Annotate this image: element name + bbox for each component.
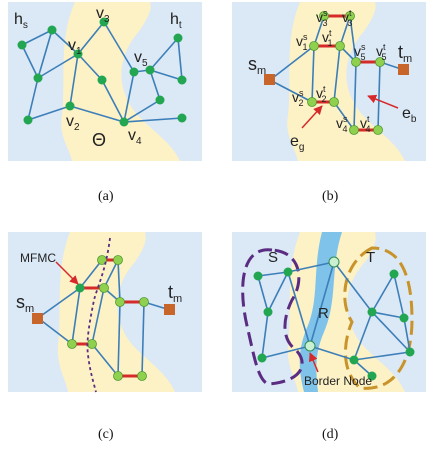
arrow-border-node	[308, 352, 319, 373]
mfmc-cut-line	[86, 237, 111, 393]
label-v1t: vt 1	[322, 28, 333, 48]
label-sm-c: sm	[16, 292, 34, 315]
label-v4: v4	[128, 127, 142, 147]
caption-b: (b)	[322, 189, 339, 204]
label-v3s: vs 3	[316, 8, 328, 28]
panel-a-edges	[21, 21, 183, 123]
panel-b: sm tm vs 3 vt 3 vs 1 vt 1 vs 5 vt 5 vs 2 vt 2 vs…	[232, 2, 426, 204]
caption-d: (d)	[322, 427, 339, 442]
partition-s	[241, 248, 304, 386]
label-theta: Θ	[92, 130, 106, 150]
label-t: T	[366, 249, 375, 266]
label-tm-b: tm	[398, 42, 412, 65]
partition-t	[343, 246, 414, 390]
label-border-node: Border Node	[304, 374, 372, 388]
caption-c: (c)	[98, 427, 114, 442]
terminal-sm-c	[32, 313, 43, 324]
panel-a-nodes	[17, 17, 187, 127]
terminal-tm-b	[398, 64, 409, 75]
label-v5t: vt 5	[376, 42, 387, 62]
panel-b-split-nodes	[307, 11, 385, 135]
label-v5: v5	[134, 49, 148, 69]
label-v3: v3	[96, 5, 110, 25]
panel-c-node	[75, 283, 85, 293]
label-v2s: vs 2	[292, 88, 304, 108]
label-v4t: vt 4	[360, 114, 371, 134]
panel-c: MFMC sm tm (c)	[8, 232, 202, 442]
arrow-eg	[301, 105, 323, 129]
terminal-sm-b	[264, 74, 275, 85]
label-sm-b: sm	[248, 54, 266, 77]
arrow-eb	[367, 94, 399, 109]
label-eb: eb	[402, 105, 417, 125]
label-v1: v1	[68, 37, 82, 57]
label-v1s: vs 1	[296, 32, 308, 52]
label-v2t: vt 2	[316, 84, 327, 104]
label-r: R	[318, 305, 329, 322]
label-v2: v2	[66, 113, 80, 133]
label-v4s: vs 4	[336, 114, 348, 134]
label-v3t: vt 3	[342, 8, 353, 28]
panel-b-region	[287, 2, 405, 161]
label-hs: hs	[14, 11, 28, 31]
label-ht: ht	[170, 11, 182, 31]
panel-d: S T R Border Node (d)	[232, 232, 426, 442]
label-tm-c: tm	[168, 282, 182, 305]
label-s: S	[268, 249, 278, 266]
panel-a-region	[61, 2, 180, 161]
panel-b-edges	[269, 15, 405, 131]
panel-a: hs ht v3 v1 v5 v2 v4 Θ (a)	[8, 2, 202, 204]
caption-a: (a)	[98, 189, 114, 204]
label-mfmc: MFMC	[20, 251, 56, 265]
arrow-mfmc	[55, 261, 79, 285]
label-eg: eg	[290, 133, 304, 153]
label-v5s: vs 5	[354, 42, 366, 62]
border-nodes	[304, 256, 340, 352]
terminal-tm-c	[164, 304, 175, 315]
panel-d-nodes	[253, 267, 415, 381]
